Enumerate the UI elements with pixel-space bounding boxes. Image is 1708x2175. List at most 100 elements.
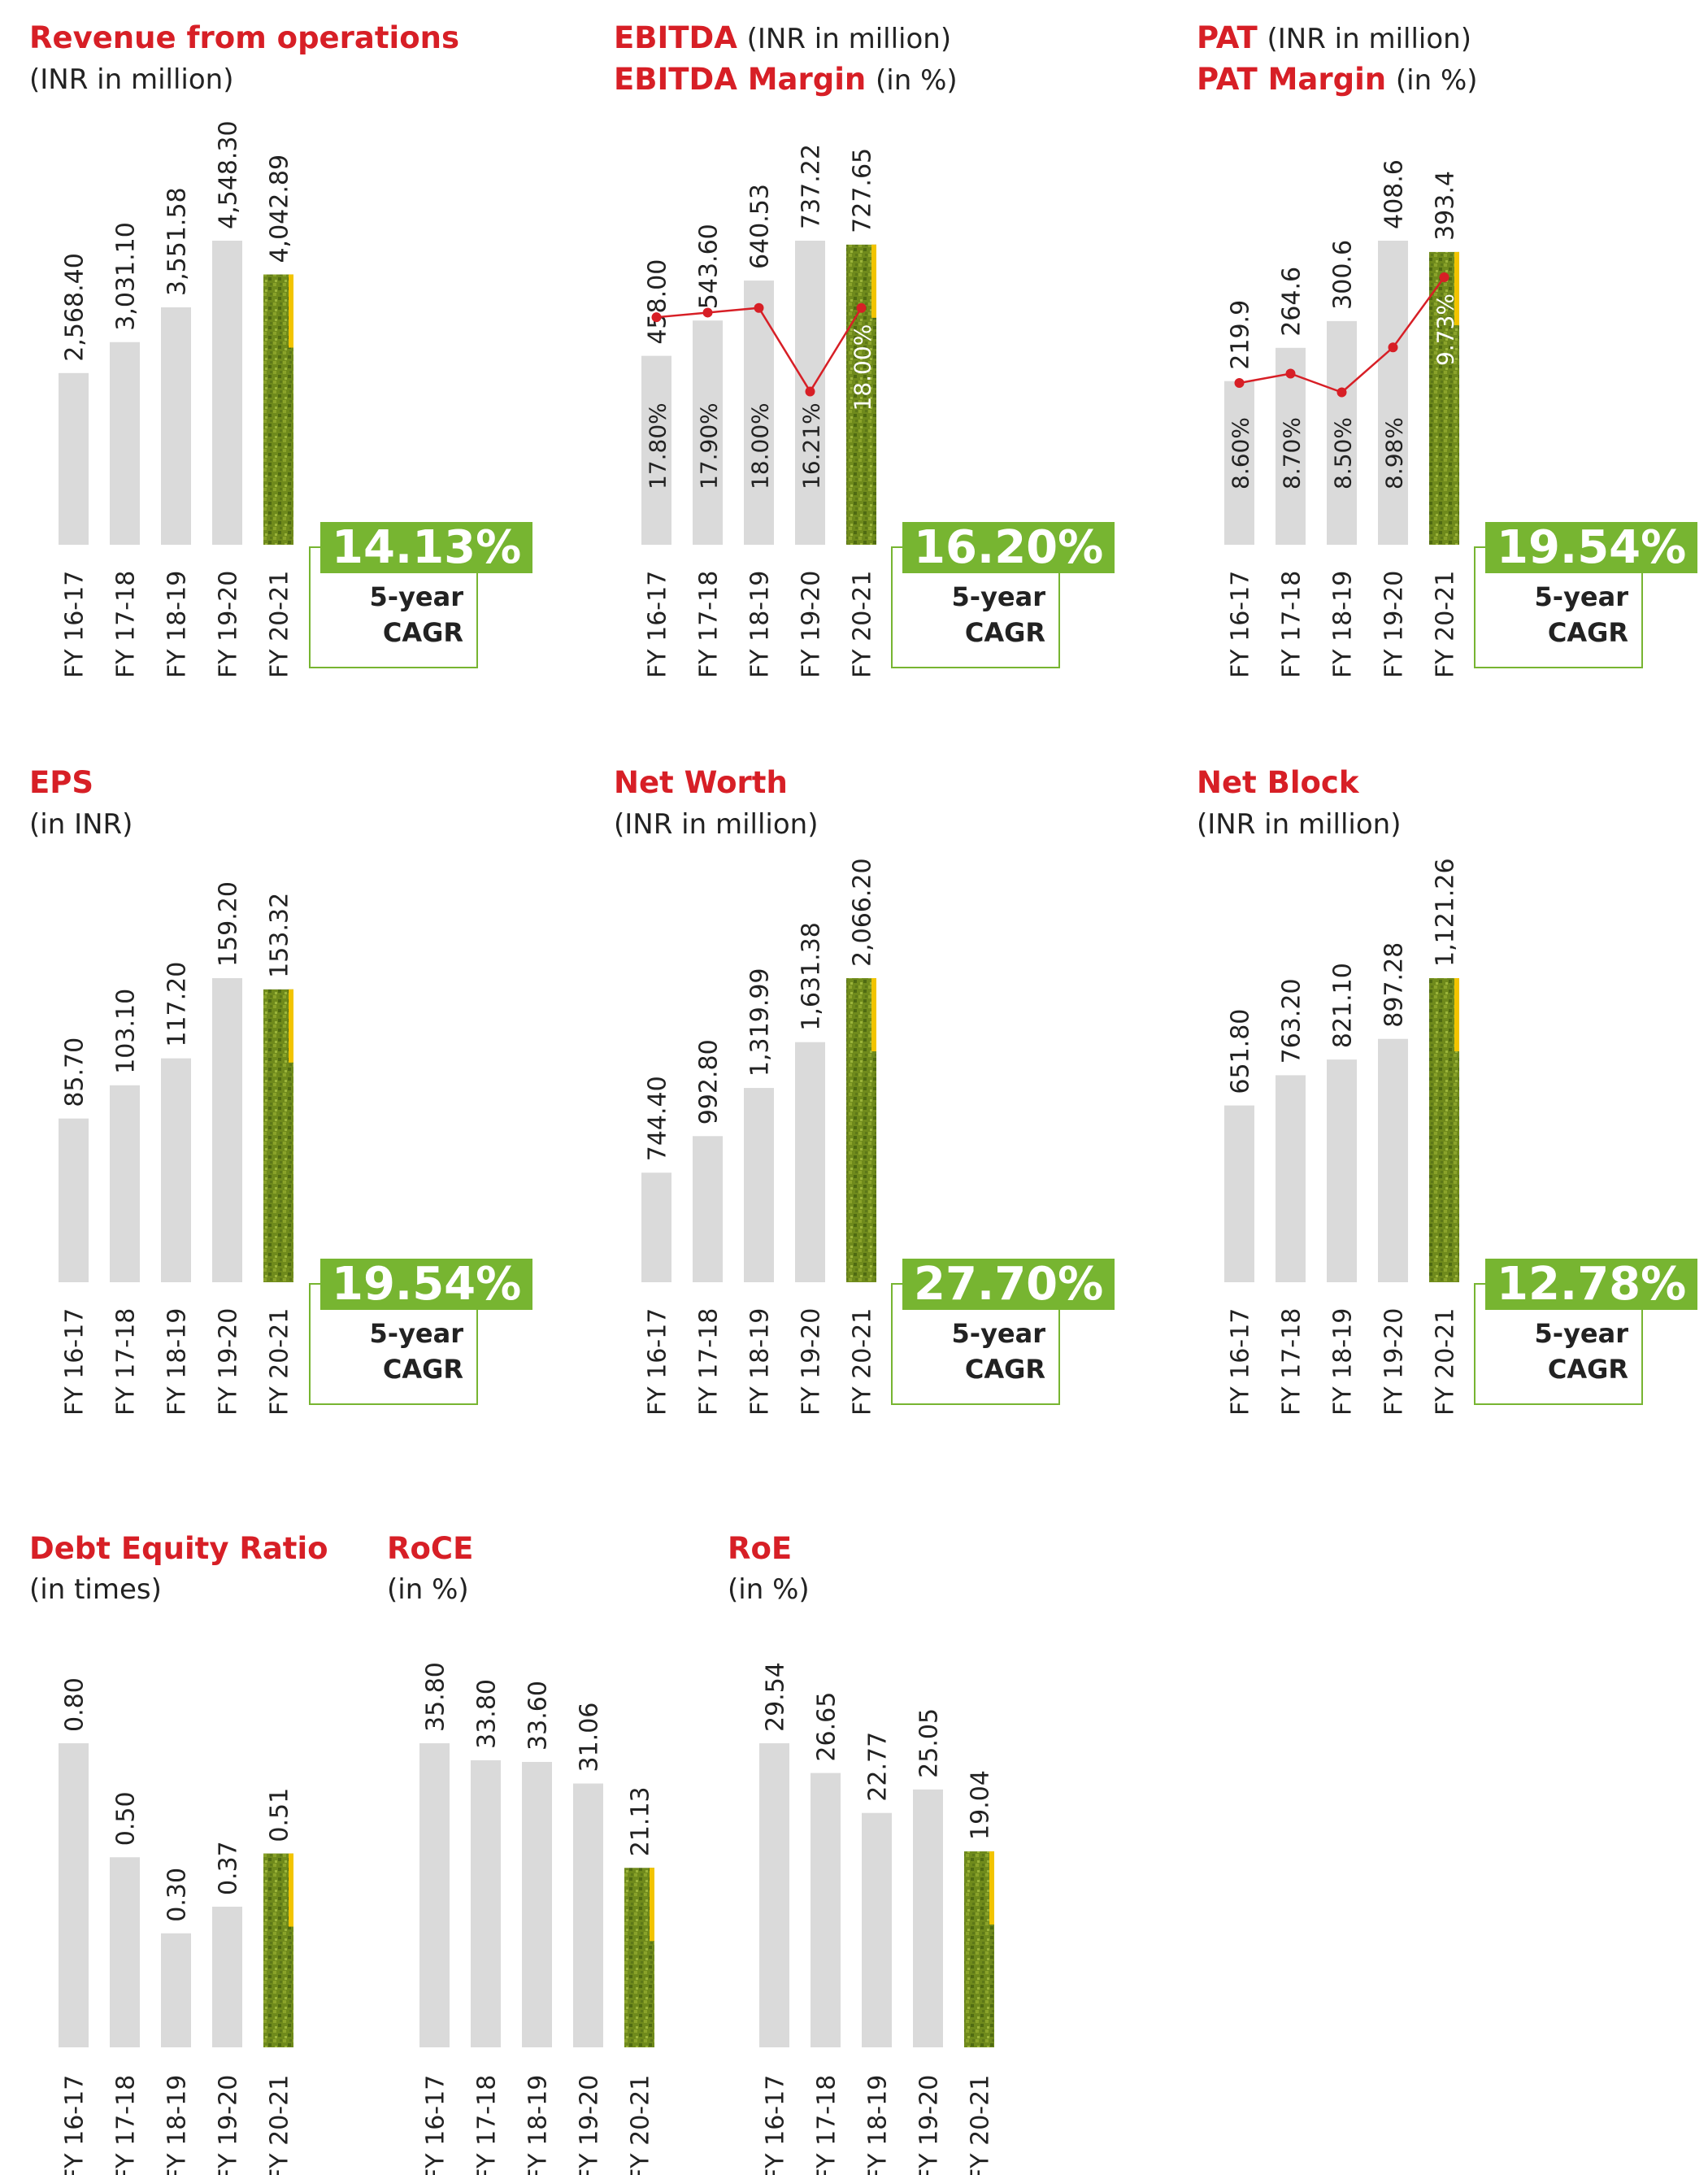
bar	[59, 1743, 89, 2047]
bar	[522, 1761, 552, 2047]
value-label: 992.80	[695, 1039, 724, 1124]
value-label: 33.60	[524, 1681, 553, 1751]
value-label: 4,042.89	[266, 154, 294, 263]
category-label: FY 19-20	[215, 2075, 243, 2175]
bar	[1276, 1075, 1306, 1282]
bar	[419, 1743, 450, 2047]
bar	[1378, 1038, 1408, 1282]
value-label: 458.00	[644, 259, 672, 345]
margin-label: 18.00%	[850, 324, 876, 411]
chart-title-row: PAT (INR in million)	[1197, 18, 1478, 59]
bar-accent	[871, 978, 876, 1051]
value-label: 0.30	[163, 1868, 192, 1922]
category-label: FY 16-17	[61, 2075, 89, 2175]
bar-accent	[1454, 978, 1459, 1051]
margin-point	[1285, 368, 1296, 379]
category-label: FY 19-20	[215, 571, 243, 678]
cagr-label: 5-year CAGR	[1534, 581, 1628, 648]
margin-point	[1439, 272, 1449, 283]
chart-title2: PAT Margin	[1197, 62, 1387, 97]
category-label: FY 16-17	[644, 571, 672, 678]
category-label: FY 16-17	[422, 2075, 450, 2175]
bar	[161, 307, 191, 545]
bar	[693, 320, 723, 545]
value-label: 1,631.38	[798, 922, 826, 1031]
bar	[212, 978, 242, 1282]
chart-unit: (in %)	[728, 1573, 810, 1606]
value-label: 159.20	[215, 881, 243, 967]
chart-unit: (INR in million)	[614, 808, 819, 841]
chart-title-row: Net Block	[1197, 763, 1401, 804]
cagr-value: 27.70%	[902, 1259, 1115, 1310]
bar	[212, 241, 242, 545]
category-label: FY 18-19	[864, 2075, 893, 2175]
bar-highlight	[964, 1851, 994, 2047]
category-label: FY 18-19	[163, 571, 192, 678]
value-label: 640.53	[746, 184, 775, 269]
margin-label: 8.98%	[1381, 417, 1408, 489]
bar	[573, 1783, 603, 2047]
chart-revenue: Revenue from operations (INR in million)	[29, 18, 459, 100]
cagr-box-ebitda: 16.20% 5-year CAGR	[891, 522, 1115, 668]
chart-title2-unit: (in %)	[1395, 64, 1478, 97]
value-label: 897.28	[1380, 942, 1409, 1028]
bar-highlight	[846, 978, 876, 1282]
category-label: FY 17-18	[112, 2075, 141, 2175]
category-label: FY 19-20	[1380, 1308, 1409, 1416]
bar	[913, 1789, 943, 2047]
chart-netblock: Net Block (INR in million)	[1197, 763, 1401, 845]
cagr-value: 16.20%	[902, 522, 1115, 573]
category-label: FY 16-17	[644, 1308, 672, 1416]
chart-unit: (INR in million)	[1197, 808, 1402, 841]
value-label: 0.50	[112, 1791, 141, 1846]
category-label: FY 18-19	[1329, 1308, 1358, 1416]
bar-highlight	[263, 274, 293, 545]
bar	[641, 1172, 671, 1282]
category-label: FY 17-18	[813, 2075, 841, 2175]
chart-title: EBITDA	[614, 20, 737, 55]
bar	[212, 1907, 242, 2047]
chart-roe: RoE (in %)	[728, 1529, 810, 1610]
cagr-label: 5-year CAGR	[951, 1318, 1045, 1385]
category-label: FY 19-20	[798, 571, 826, 678]
category-label: FY 16-17	[61, 571, 89, 678]
bar	[110, 341, 140, 545]
value-label: 25.05	[915, 1708, 944, 1778]
cagr-label: 5-year CAGR	[951, 581, 1045, 648]
chart-unit: (in %)	[387, 1573, 469, 1606]
cagr-frame	[309, 546, 478, 668]
bar	[795, 1042, 825, 1282]
category-label: FY 17-18	[695, 571, 724, 678]
cagr-frame	[309, 1283, 478, 1405]
chart-title-row: Net Worth	[614, 763, 818, 804]
value-label: 29.54	[762, 1662, 790, 1732]
value-label: 219.9	[1227, 300, 1255, 370]
value-label: 543.60	[695, 224, 724, 309]
bar	[1276, 347, 1306, 545]
bar	[161, 1933, 191, 2047]
value-label: 264.6	[1278, 267, 1306, 337]
margin-label: 18.00%	[747, 402, 774, 489]
value-label: 744.40	[644, 1076, 672, 1161]
chart-title: RoE	[728, 1531, 793, 1566]
chart-title: RoCE	[387, 1531, 474, 1566]
margin-label: 17.80%	[645, 402, 671, 489]
category-label: FY 19-20	[798, 1308, 826, 1416]
value-label: 33.80	[473, 1679, 502, 1749]
chart-title-unit: (INR in million)	[746, 23, 952, 55]
category-label: FY 16-17	[1227, 1308, 1255, 1416]
chart-ebitda: EBITDA (INR in million) EBITDA Margin (i…	[614, 18, 958, 101]
bar-accent	[989, 1851, 994, 1925]
cagr-frame	[891, 546, 1060, 668]
value-label: 2,568.40	[61, 253, 89, 362]
bar	[110, 1857, 140, 2047]
chart-title-unit: (INR in million)	[1267, 23, 1471, 55]
bar	[693, 1136, 723, 1282]
category-label: FY 20-21	[266, 571, 294, 678]
margin-point	[1336, 387, 1347, 398]
